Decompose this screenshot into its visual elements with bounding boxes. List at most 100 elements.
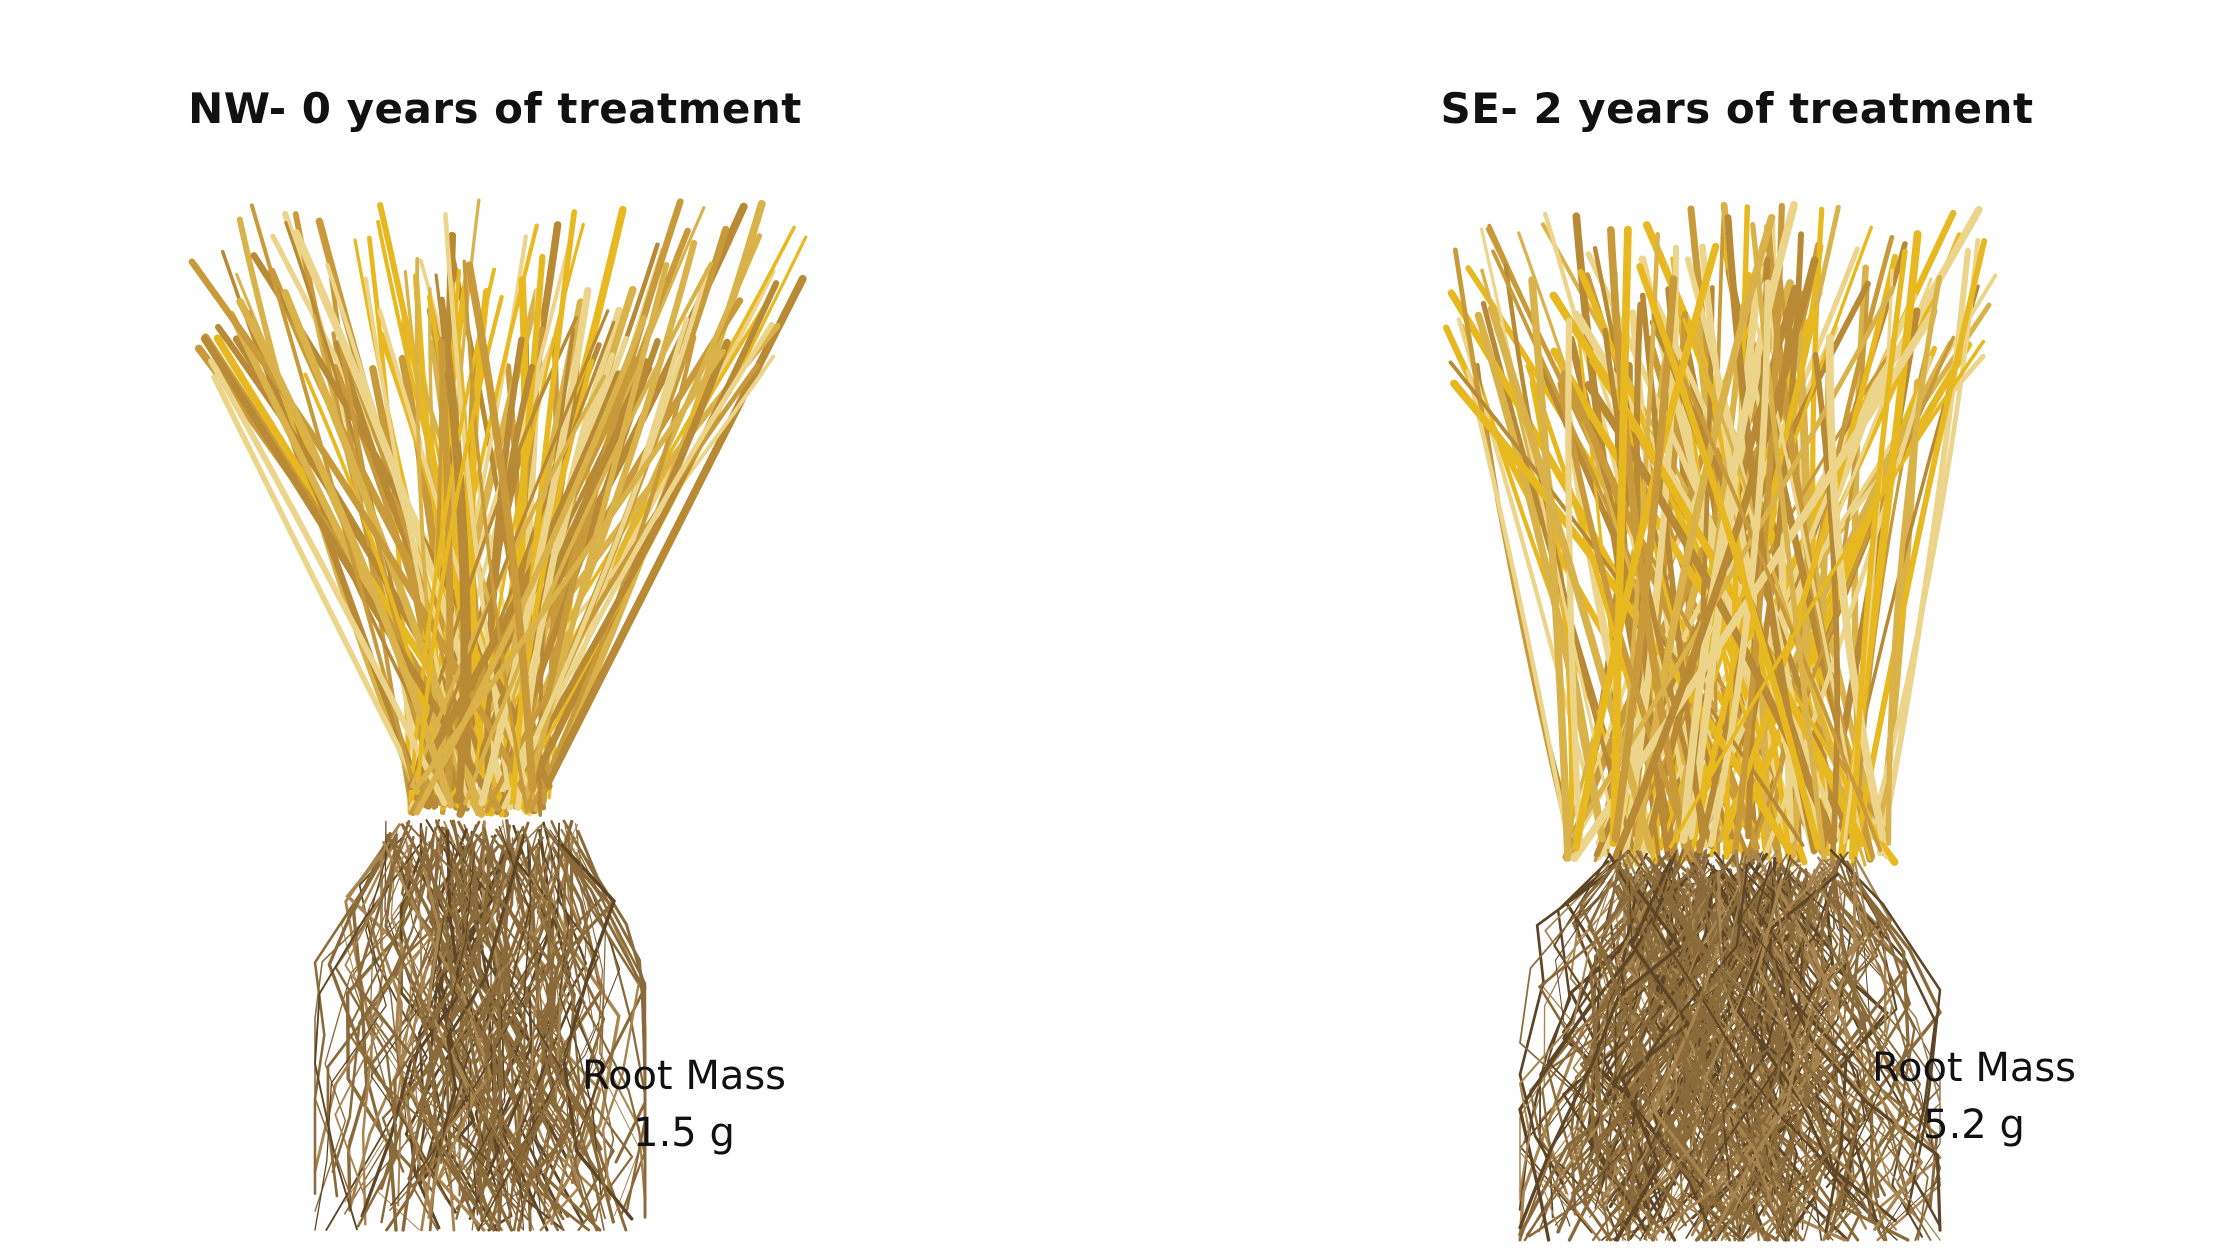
root-strand <box>1618 877 1778 1238</box>
grass-stem <box>1825 333 1887 842</box>
se-plant-image <box>1443 201 1998 1242</box>
grass-stem <box>1707 279 1772 848</box>
grass-stem <box>414 256 447 792</box>
root-strand <box>435 832 526 1159</box>
root-strand <box>1624 883 1702 1242</box>
root-strand <box>1806 860 1912 1191</box>
root-strand <box>314 841 423 1231</box>
grass-stem <box>1572 242 1720 853</box>
grass-stem <box>1487 304 1655 855</box>
root-strand <box>1556 851 1671 1234</box>
root-strand <box>346 818 441 1133</box>
grass-stem <box>529 334 697 812</box>
root-strand <box>571 849 607 1182</box>
root-strand <box>499 844 634 1232</box>
root-strand <box>1546 882 1650 1211</box>
grass-stem <box>208 357 448 807</box>
grass-stem <box>407 370 623 791</box>
grass-stem <box>1668 339 1986 849</box>
grass-stem <box>1570 310 1936 863</box>
root-strand <box>400 823 567 1196</box>
root-strand <box>1518 871 1610 1188</box>
grass-stem <box>465 261 537 793</box>
grass-stem <box>1560 370 1760 851</box>
grass-stem <box>1503 263 1637 854</box>
grass-stem <box>1876 247 1971 857</box>
root-strand <box>1781 877 1910 1242</box>
grass-stem <box>412 348 726 792</box>
grass-stem <box>215 323 511 809</box>
grass-stem <box>413 315 647 816</box>
root-strand <box>1837 880 1942 1205</box>
grass-stem <box>1812 352 1841 866</box>
root-strand <box>327 833 406 1190</box>
se-root-mass-label: Root Mass 5.2 g <box>1872 1040 2076 1154</box>
root-strand <box>1604 852 1677 1191</box>
grass-stem <box>1565 317 1584 845</box>
root-strand <box>560 843 634 1221</box>
root-strand <box>1728 870 1941 1241</box>
grass-stem <box>1885 274 1943 846</box>
grass-stem <box>510 209 578 805</box>
grass-stem <box>1611 256 1819 864</box>
nw-panel-title: NW- 0 years of treatment <box>188 84 802 133</box>
grass-stem <box>462 259 529 813</box>
grass-stem <box>1609 225 1632 848</box>
se-root-mass-heading: Root Mass <box>1871 1045 2077 1091</box>
root-strand <box>1820 858 1909 1219</box>
root-strand <box>465 852 582 1232</box>
root-strand <box>1802 885 1871 1241</box>
root-strand <box>445 852 525 1231</box>
grass-stem <box>463 261 714 806</box>
grass-stem <box>1763 355 1933 856</box>
root-strand <box>1845 869 1916 1242</box>
root-strand <box>1720 860 1870 1242</box>
root-strand <box>1670 865 1838 1231</box>
root-strand <box>1615 858 1691 1242</box>
grass-stem <box>529 274 807 815</box>
root-strand <box>505 852 586 1231</box>
grass-stem <box>1665 338 1883 853</box>
grass-stem <box>236 297 455 809</box>
root-strand <box>1758 860 1841 1231</box>
root-strand <box>1518 886 1683 1230</box>
root-strand <box>508 831 554 1204</box>
root-strand <box>1748 866 1798 1198</box>
grass-stem <box>1487 223 1829 864</box>
root-strand <box>482 826 615 1224</box>
root-strand <box>448 823 544 1164</box>
root-strand <box>348 823 485 1211</box>
grass-stem <box>501 267 710 810</box>
root-strand <box>521 826 606 1232</box>
root-strand <box>1775 881 1865 1214</box>
root-strand <box>354 820 493 1231</box>
root-strand <box>1518 872 1705 1237</box>
root-strand <box>570 838 647 1232</box>
root-strand <box>1537 861 1619 1233</box>
grass-stem <box>408 267 497 803</box>
root-strand <box>450 838 556 1208</box>
grass-stem <box>1528 276 1572 862</box>
root-strand <box>1736 872 1897 1223</box>
root-strand <box>405 836 440 1231</box>
root-strand <box>1647 871 1722 1239</box>
root-strand <box>1518 872 1661 1242</box>
root-strand <box>369 853 462 1189</box>
nw-root-mass-label: Root Mass 1.5 g <box>582 1048 786 1162</box>
grass-stem <box>1612 372 1662 866</box>
root-strand <box>1829 848 1942 1216</box>
grass-stem <box>444 369 468 805</box>
root-strand <box>361 836 399 1226</box>
root-strand <box>539 849 613 1174</box>
root-strand <box>449 819 596 1223</box>
se-root-mass-value: 5.2 g <box>1923 1102 2025 1148</box>
root-strand <box>356 842 454 1228</box>
root-strand <box>1762 862 1894 1239</box>
root-strand <box>1828 886 1932 1241</box>
root-strand <box>515 854 584 1214</box>
nw-root-mass-value: 1.5 g <box>633 1110 735 1156</box>
grass-stem <box>1636 263 1822 851</box>
root-strand <box>1774 885 1898 1231</box>
root-strand <box>1554 880 1633 1226</box>
root-strand <box>1652 852 1847 1183</box>
